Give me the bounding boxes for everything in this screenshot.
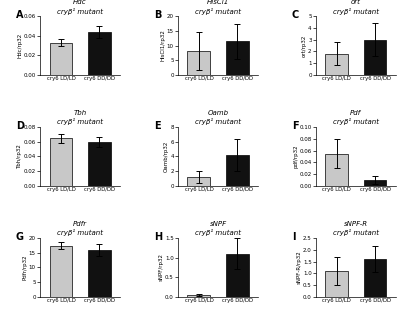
Y-axis label: ort/rp32: ort/rp32 [302,34,307,57]
Bar [364,40,386,75]
Bar [88,142,111,186]
Bar [226,41,248,75]
Bar [50,245,72,297]
Bar [188,52,210,75]
Text: D: D [16,122,24,131]
Title: Tbh
cryβ¹ mutant: Tbh cryβ¹ mutant [57,110,103,126]
Bar [88,250,111,297]
Title: sNPF
cryβ¹ mutant: sNPF cryβ¹ mutant [195,221,241,236]
Y-axis label: sNPF/rp32: sNPF/rp32 [159,253,164,281]
Y-axis label: Hdc/rp32: Hdc/rp32 [17,33,22,58]
Bar [188,177,210,186]
Title: sNPF-R
cryβ¹ mutant: sNPF-R cryβ¹ mutant [333,221,379,236]
Bar [325,54,348,75]
Text: E: E [154,122,160,131]
Text: A: A [16,10,24,21]
Text: F: F [292,122,298,131]
Bar [226,254,248,297]
Text: G: G [16,232,24,243]
Y-axis label: HisCl1/rp32: HisCl1/rp32 [160,30,165,61]
Text: I: I [292,232,295,243]
Y-axis label: Pdfr/rp32: Pdfr/rp32 [22,255,28,280]
Y-axis label: pdf/rp32: pdf/rp32 [293,145,298,168]
Bar [226,155,248,186]
Text: H: H [154,232,162,243]
Y-axis label: sNPF-R/rp32: sNPF-R/rp32 [296,251,302,284]
Bar [325,154,348,186]
Bar [50,43,72,75]
Title: Oamb
cryβ¹ mutant: Oamb cryβ¹ mutant [195,110,241,126]
Y-axis label: Tbh/rp32: Tbh/rp32 [17,144,22,169]
Bar [88,32,111,75]
Y-axis label: Oamb/rp32: Oamb/rp32 [164,141,169,172]
Bar [325,271,348,297]
Title: ort
cryβ¹ mutant: ort cryβ¹ mutant [333,0,379,15]
Bar [188,295,210,297]
Title: Pdfr
cryβ¹ mutant: Pdfr cryβ¹ mutant [57,221,103,236]
Title: Hdc
cryβ¹ mutant: Hdc cryβ¹ mutant [57,0,103,15]
Text: B: B [154,10,161,21]
Bar [50,138,72,186]
Text: C: C [292,10,299,21]
Bar [364,259,386,297]
Title: HisCl1
cryβ¹ mutant: HisCl1 cryβ¹ mutant [195,0,241,15]
Bar [364,180,386,186]
Title: Pdf
cryβ¹ mutant: Pdf cryβ¹ mutant [333,110,379,126]
